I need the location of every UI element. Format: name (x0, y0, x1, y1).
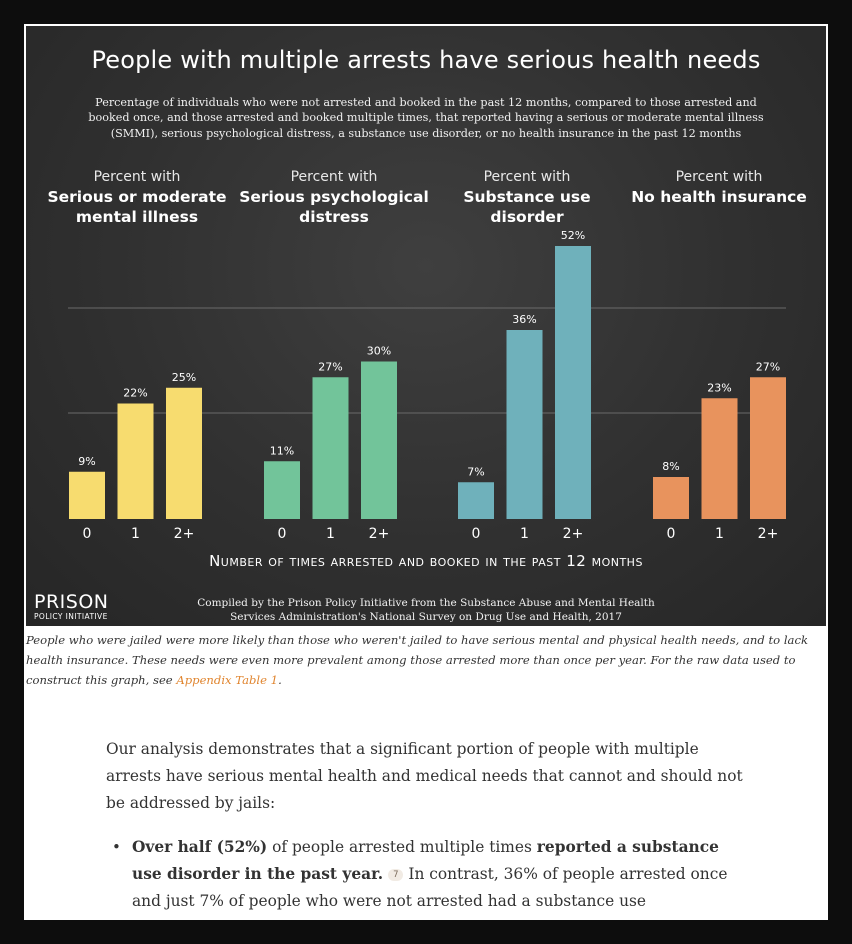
bar (555, 246, 591, 519)
list-item: • Over half (52%) of people arrested mul… (112, 834, 752, 915)
panel-pre-label: Percent with (675, 169, 763, 185)
data-label: 8% (662, 460, 679, 473)
bar (312, 377, 349, 519)
data-label: 25% (172, 371, 196, 384)
data-label: 22% (123, 387, 147, 400)
bar (69, 471, 105, 519)
data-label: 23% (707, 381, 731, 394)
x-tick-label: 1 (520, 526, 529, 542)
bar (117, 403, 154, 519)
appendix-table-link[interactable]: Appendix Table 1 (176, 673, 279, 687)
x-axis-title: Number of times arrested and booked in t… (209, 552, 643, 570)
x-tick-label: 2+ (174, 526, 195, 542)
panel-header-substance: Percent with Substance use disorder (432, 168, 622, 227)
logo-wordmark: PRISON (34, 591, 109, 613)
logo-subtitle: POLICY INITIATIVE (34, 612, 108, 621)
bullet-text-continued: In contrast, 36% of people arrested once… (132, 865, 728, 910)
bar (458, 482, 494, 519)
panel-title: Substance use disorder (463, 188, 591, 226)
x-tick-label: 1 (131, 526, 140, 542)
data-label: 30% (367, 345, 391, 358)
data-label: 27% (318, 360, 342, 373)
footnote-badge[interactable]: 7 (388, 869, 404, 881)
x-tick-label: 2+ (369, 526, 390, 542)
chart-figure: People with multiple arrests have seriou… (26, 26, 826, 626)
x-tick-label: 0 (472, 526, 481, 542)
data-label: 11% (270, 444, 294, 457)
bold-finding: reported a substance use disorder in the… (132, 838, 719, 883)
chart-subtitle: Percentage of individuals who were not a… (88, 96, 764, 140)
panel-title: No health insurance (631, 188, 807, 206)
data-label: 7% (467, 465, 484, 478)
data-label: 36% (512, 313, 536, 326)
data-label: 27% (756, 360, 780, 373)
article-page: People with multiple arrests have seriou… (24, 24, 828, 920)
bar-chart-plot: 9% 0 22% 1 25% 2+ 11% 0 27% 1 30% 2+ 7% 0 36% 1 52% 2+ 8% 0… (68, 229, 786, 542)
chart-title: People with multiple arrests have seriou… (91, 46, 761, 74)
panel-header-smmi: Percent with Serious or moderate mental … (42, 168, 232, 227)
bar (653, 477, 689, 519)
data-label: 9% (78, 455, 95, 468)
bar (361, 361, 397, 519)
caption-end: . (278, 673, 282, 687)
intro-paragraph: Our analysis demonstrates that a signifi… (106, 740, 743, 812)
bar (166, 387, 202, 519)
bold-stat: Over half (52%) (132, 838, 268, 856)
x-tick-label: 0 (83, 526, 92, 542)
x-tick-label: 0 (667, 526, 676, 542)
x-tick-label: 1 (715, 526, 724, 542)
bullet-dot-icon: • (112, 838, 121, 856)
figure-caption: People who were jailed were more likely … (26, 630, 826, 690)
bar (506, 330, 543, 519)
x-tick-label: 2+ (758, 526, 779, 542)
panel-pre-label: Percent with (290, 169, 378, 185)
panel-title: Serious or moderate mental illness (47, 188, 227, 226)
x-tick-label: 1 (326, 526, 335, 542)
caption-text: People who were jailed were more likely … (26, 633, 808, 687)
source-credit: Compiled by the Prison Policy Initiative… (197, 597, 655, 623)
panel-pre-label: Percent with (93, 169, 181, 185)
bar (750, 377, 786, 519)
panel-header-distress: Percent with Serious psychological distr… (239, 168, 429, 227)
bullet-text: of people arrested multiple times (267, 838, 537, 856)
prison-policy-logo: PRISON POLICY INITIATIVE (34, 592, 130, 622)
panel-pre-label: Percent with (483, 169, 571, 185)
x-tick-label: 2+ (563, 526, 584, 542)
bar (701, 398, 738, 519)
data-label: 52% (561, 229, 585, 242)
x-tick-label: 0 (278, 526, 287, 542)
panel-title: Serious psychological distress (239, 188, 429, 226)
bar (264, 461, 300, 519)
panel-header-insurance: Percent with No health insurance (624, 168, 814, 207)
